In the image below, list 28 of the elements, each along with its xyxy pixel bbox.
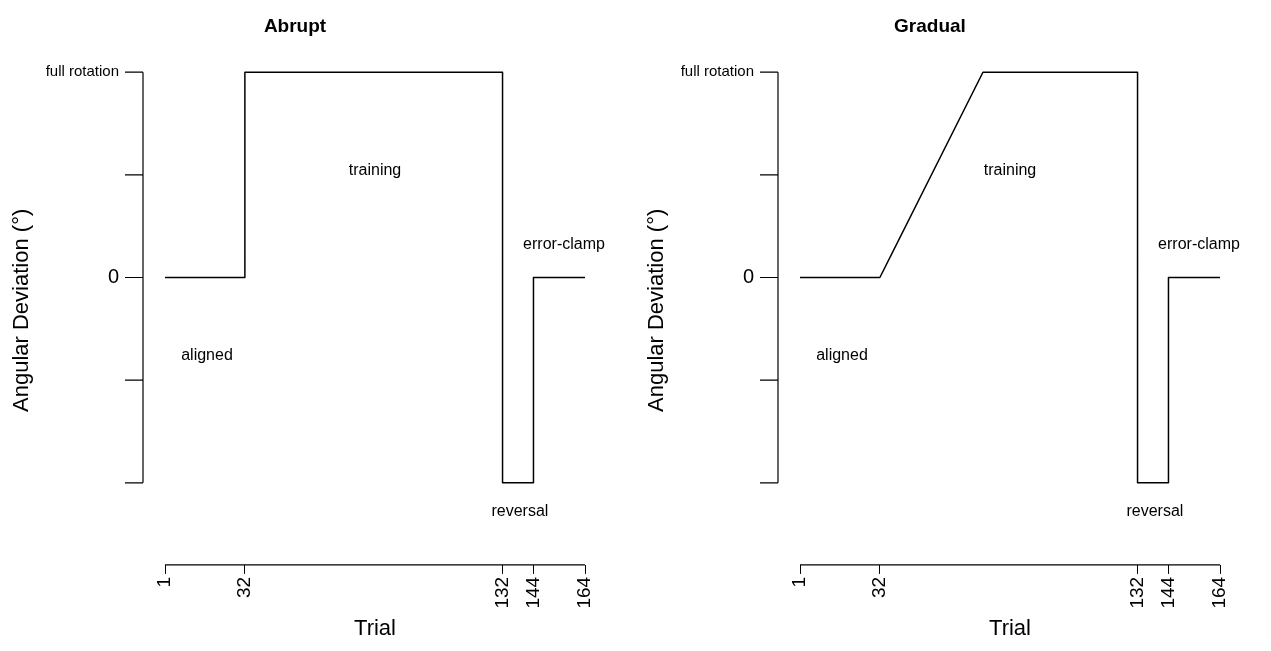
x-tick-label: 144 <box>1156 576 1178 609</box>
text: reversal <box>1126 501 1184 519</box>
annotation: training <box>983 161 1037 179</box>
x-tick-label: 164 <box>573 576 595 609</box>
y-axis-title: Angular Deviation (°) <box>8 208 34 412</box>
x-tick-label: 32 <box>868 576 890 599</box>
text: 0 <box>742 265 754 288</box>
x-tick-label: 144 <box>521 576 543 609</box>
x-tick-label: 32 <box>233 576 255 599</box>
x-axis-title: Trial <box>989 614 1031 640</box>
x-tick-label: 164 <box>1208 576 1230 609</box>
text: full rotation <box>680 62 754 80</box>
text: 0 <box>107 265 119 288</box>
y-axis-title: Angular Deviation (°) <box>643 208 669 412</box>
annotation: aligned <box>181 345 233 363</box>
x-tick-label: 1 <box>788 576 810 588</box>
text: reversal <box>491 501 549 519</box>
x-axis-title: Trial <box>354 614 396 640</box>
x-tick-label: 132 <box>490 576 512 609</box>
x-tick-label: 132 <box>1125 576 1147 609</box>
annotation: training <box>348 161 402 179</box>
text: full rotation <box>45 62 119 80</box>
annotation: error-clamp <box>1158 235 1240 253</box>
x-tick-label: 1 <box>153 576 175 588</box>
chart-title: Abrupt <box>263 14 327 36</box>
annotation: aligned <box>816 345 868 363</box>
annotation: error-clamp <box>523 235 605 253</box>
chart-title: Gradual <box>894 14 966 36</box>
